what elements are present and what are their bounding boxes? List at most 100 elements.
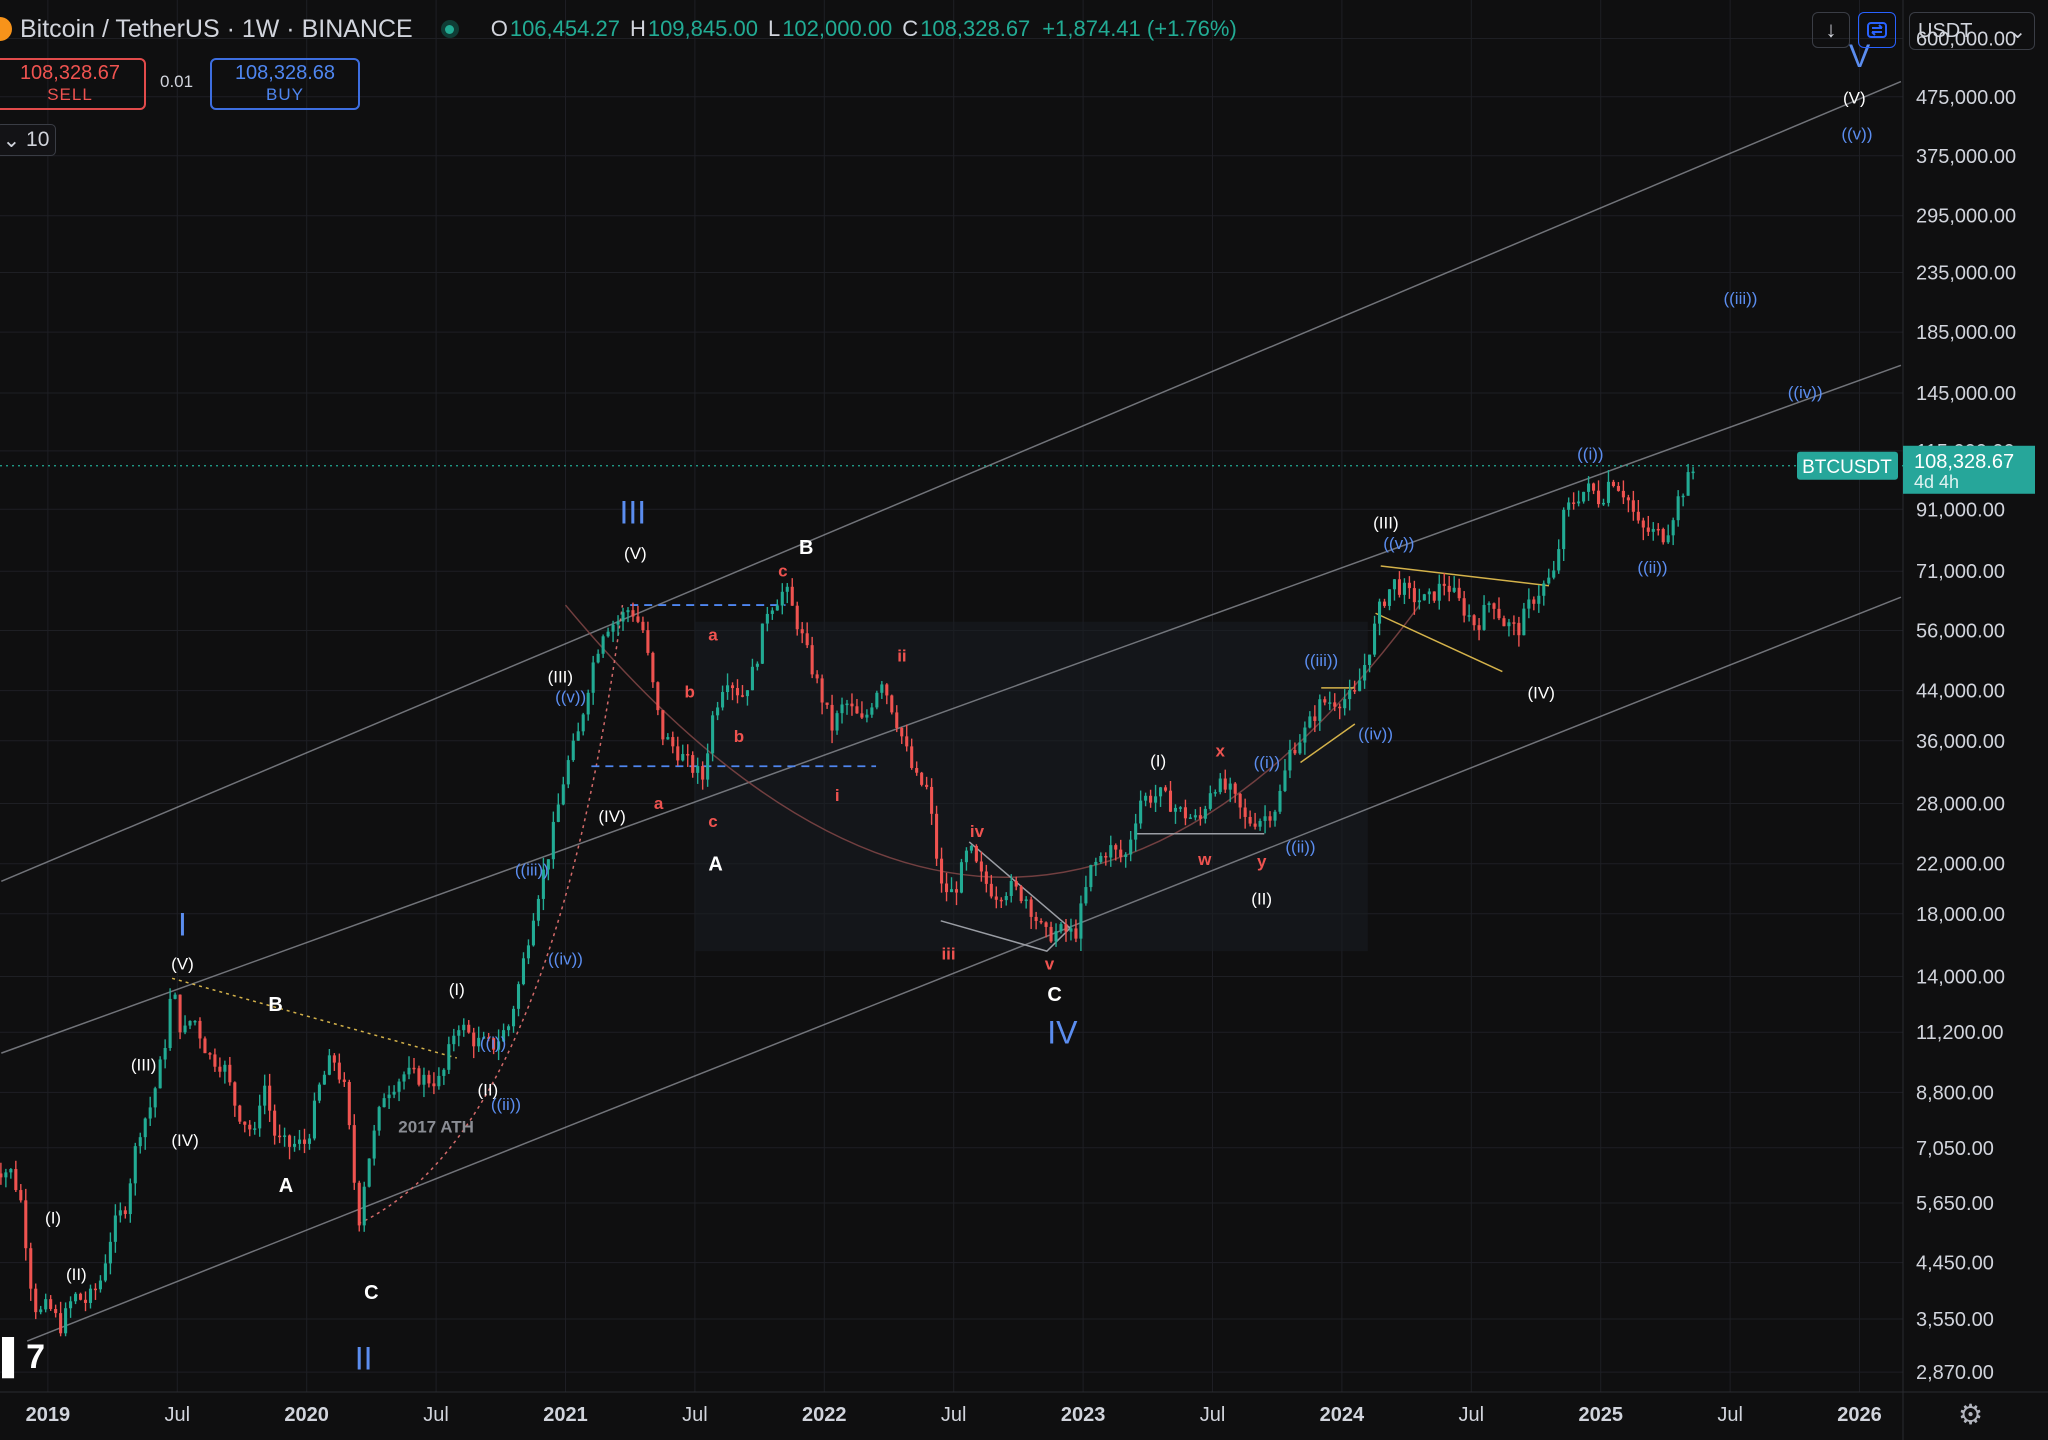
candle-body	[19, 1190, 23, 1201]
candle-body	[1397, 579, 1401, 595]
candle-body	[890, 695, 894, 713]
candle-body	[706, 753, 710, 780]
wave-label: (I)	[1150, 751, 1166, 770]
candle-body	[1024, 899, 1028, 902]
candle-body	[108, 1241, 112, 1264]
candle-body	[29, 1248, 33, 1289]
candle-body	[1064, 924, 1068, 932]
candle-body	[492, 1038, 496, 1050]
wave-label: (II)	[477, 1080, 498, 1099]
candle-body	[1432, 591, 1436, 601]
download-button[interactable]: ↓	[1812, 12, 1850, 48]
channel-line-upper	[1, 80, 1902, 883]
price-tick-label: 8,800.00	[1916, 1082, 1994, 1104]
chevron-down-icon: ⌄	[2009, 20, 2026, 43]
wave-label: (III)	[131, 1056, 157, 1075]
candle-body	[661, 710, 665, 740]
candle-body	[1163, 787, 1168, 791]
settings-gear-icon[interactable]: ⚙	[1958, 1399, 1984, 1430]
interval-value: 10	[26, 128, 50, 151]
price-tick-label: 600,000.00	[1916, 28, 2016, 50]
wave-label: w	[1197, 850, 1212, 869]
wave-label: ((iii))	[1304, 651, 1338, 670]
candle-body	[203, 1038, 207, 1054]
sync-button[interactable]	[1858, 12, 1896, 48]
wave-label: (III)	[1373, 514, 1399, 533]
candle-body	[1288, 749, 1292, 771]
candle-body	[1462, 598, 1466, 616]
candle-body	[352, 1125, 356, 1183]
candle-body	[1437, 583, 1441, 601]
wave-label: ((iv))	[1788, 383, 1823, 402]
candle-body	[69, 1301, 73, 1309]
price-tick-label: 22,000.00	[1916, 854, 2005, 876]
candles	[0, 463, 1695, 1337]
wave-label: (IV)	[598, 807, 625, 826]
candle-body	[1487, 603, 1491, 605]
candle-body	[691, 755, 695, 773]
candle-body	[1353, 690, 1357, 692]
candle-body	[656, 682, 660, 711]
candle-body	[367, 1158, 371, 1187]
sell-button[interactable]: 108,328.67 SELL	[0, 58, 146, 110]
candle-body	[1676, 496, 1680, 521]
candle-body	[1621, 490, 1625, 498]
candle-body	[332, 1055, 336, 1063]
market-status-icon[interactable]	[440, 20, 459, 38]
candle-body	[885, 684, 889, 696]
change-value: +1,874.41 (+1.76%)	[1042, 16, 1237, 41]
candle-body	[213, 1054, 217, 1067]
candle-body	[1447, 585, 1451, 592]
candle-body	[342, 1079, 346, 1082]
candle-body	[586, 692, 590, 715]
candle-body	[1517, 622, 1521, 636]
candle-body	[427, 1074, 431, 1084]
candle-body	[860, 713, 864, 718]
sell-price: 108,328.67	[19, 62, 121, 84]
candle-body	[1527, 599, 1531, 609]
wave-label: (IV)	[1527, 684, 1554, 703]
candle-body	[1188, 817, 1192, 819]
wave-label: (II)	[1251, 889, 1272, 908]
candle-body	[233, 1082, 237, 1106]
candle-body	[292, 1143, 297, 1147]
interval-selector[interactable]: ⌄ 10	[0, 124, 56, 156]
currency-value: USDT	[1918, 19, 1973, 42]
candle-body	[1233, 783, 1237, 794]
candle-body	[138, 1137, 142, 1147]
candle-body	[268, 1085, 272, 1111]
candle-body	[507, 1026, 511, 1031]
candle-body	[641, 621, 645, 631]
candle-body	[696, 766, 700, 773]
time-tick-label: Jul	[1717, 1404, 1743, 1426]
wave-label: ((ii))	[1285, 838, 1315, 857]
currency-selector[interactable]: USDT ⌄	[1909, 12, 2035, 50]
candle-body	[536, 898, 540, 921]
candle-body	[1661, 529, 1665, 543]
candle-body	[1392, 579, 1397, 590]
triangle-lines	[1375, 565, 1550, 673]
candle-body	[1323, 699, 1327, 703]
candle-body	[153, 1088, 157, 1108]
wave-labels: 2017 ATHIIIIIIIVV(I)(II)(III)(IV)(V)BAC(…	[2, 38, 1873, 1379]
candle-body	[477, 1037, 481, 1047]
candle-body	[1522, 608, 1526, 636]
candle-body	[83, 1299, 88, 1303]
symbol-title[interactable]: Bitcoin / TetherUS · 1W · BINANCE	[20, 14, 413, 43]
wave-label: C	[364, 1282, 378, 1304]
candle-body	[502, 1030, 506, 1042]
buy-button[interactable]: 108,328.68 BUY	[210, 58, 360, 110]
candle-body	[1183, 807, 1187, 819]
candle-body	[949, 889, 954, 893]
candle-body	[795, 605, 799, 630]
wave-label: 2017 ATH	[398, 1117, 474, 1136]
wave-label: ((iii))	[515, 860, 549, 879]
candle-body	[845, 703, 849, 706]
buy-price: 108,328.68	[234, 62, 336, 84]
candle-body	[1382, 601, 1387, 606]
candle-body	[865, 714, 869, 718]
time-tick-label: Jul	[1459, 1404, 1485, 1426]
candle-body	[1124, 854, 1128, 858]
candle-body	[402, 1074, 406, 1082]
